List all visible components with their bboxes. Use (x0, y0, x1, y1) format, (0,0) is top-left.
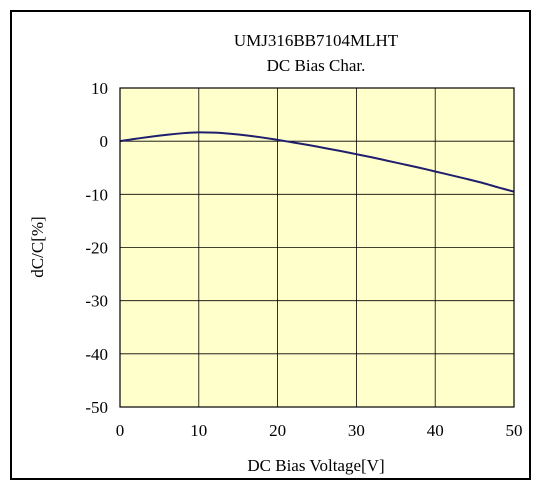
series-line (119, 131, 515, 193)
x-axis-label: DC Bias Voltage[V] (247, 456, 384, 475)
x-tick-label: 0 (116, 421, 125, 440)
x-tick-label: 50 (506, 421, 523, 440)
x-tick-label: 30 (348, 421, 365, 440)
x-tick-label: 40 (427, 421, 444, 440)
y-tick-label: 10 (91, 79, 108, 98)
x-tick-label: 10 (190, 421, 207, 440)
tick-labels: 0 10 20 30 40 50 10 0 -10 -20 -30 -40 -50 (85, 79, 522, 440)
chart-title: UMJ316BB7104MLHT (234, 31, 399, 50)
chart-subtitle: DC Bias Char. (267, 56, 366, 75)
y-tick-label: 0 (100, 132, 109, 151)
y-tick-label: -40 (85, 345, 108, 364)
y-tick-label: -20 (85, 239, 108, 258)
y-tick-label: -30 (85, 292, 108, 311)
plot-border (119, 87, 515, 408)
y-tick-label: -10 (85, 185, 108, 204)
y-tick-label: -50 (85, 398, 108, 417)
y-axis-label: dC/C[%] (28, 216, 47, 277)
x-tick-label: 20 (269, 421, 286, 440)
